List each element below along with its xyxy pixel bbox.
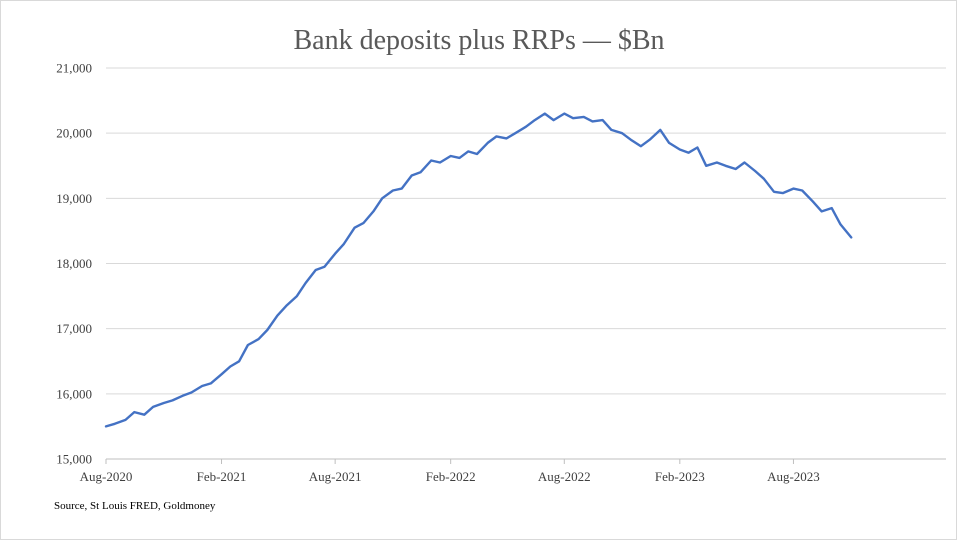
x-tick-label: Aug-2022 (538, 469, 591, 484)
y-tick-label: 17,000 (56, 321, 92, 336)
series-line-0 (104, 112, 853, 428)
x-tick-label: Feb-2023 (655, 469, 705, 484)
source-note: Source, St Louis FRED, Goldmoney (54, 500, 216, 512)
x-axis-tick-labels: Aug-2020 Feb-2021 Aug-2021 Feb-2022 Aug-2022… (80, 459, 820, 484)
y-tick-label: 15,000 (56, 452, 92, 467)
y-axis-tick-labels: 15,000 16,000 17,000 18,000 19,000 20,000 21,0… (56, 61, 92, 467)
x-tick-label: Aug-2021 (309, 469, 362, 484)
y-tick-label: 20,000 (56, 126, 92, 141)
x-tick-label: Aug-2020 (80, 469, 133, 484)
x-tick-label: Feb-2021 (197, 469, 247, 484)
series-layer (104, 112, 853, 428)
chart-title: Bank deposits plus RRPs — $Bn (293, 25, 664, 56)
gridlines (106, 67, 946, 395)
y-tick-label: 16,000 (56, 386, 92, 401)
y-tick-label: 18,000 (56, 256, 92, 271)
x-tick-label: Aug-2023 (767, 469, 820, 484)
y-tick-label: 19,000 (56, 191, 92, 206)
x-tick-label: Feb-2022 (426, 469, 476, 484)
y-tick-label: 21,000 (56, 61, 92, 76)
